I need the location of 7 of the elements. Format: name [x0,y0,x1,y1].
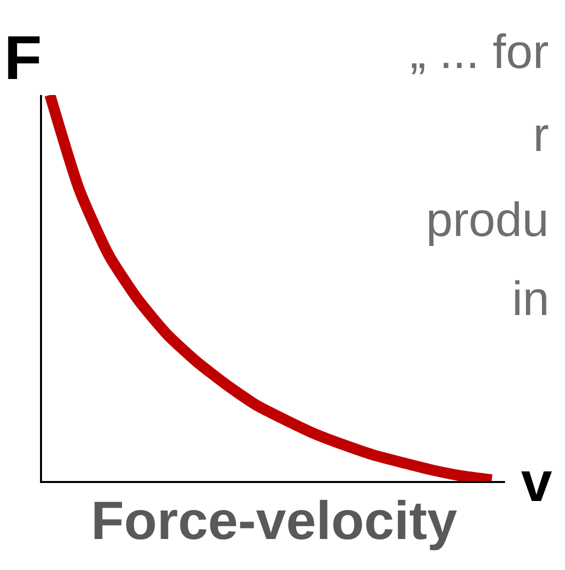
text: in [512,273,550,326]
text: „ ... for [410,26,549,79]
text: r [533,109,549,162]
y-axis-title: F [4,24,42,93]
text: Force-velocity [91,491,458,551]
x-axis-title: v [521,450,552,513]
annotation: produ [426,194,549,247]
